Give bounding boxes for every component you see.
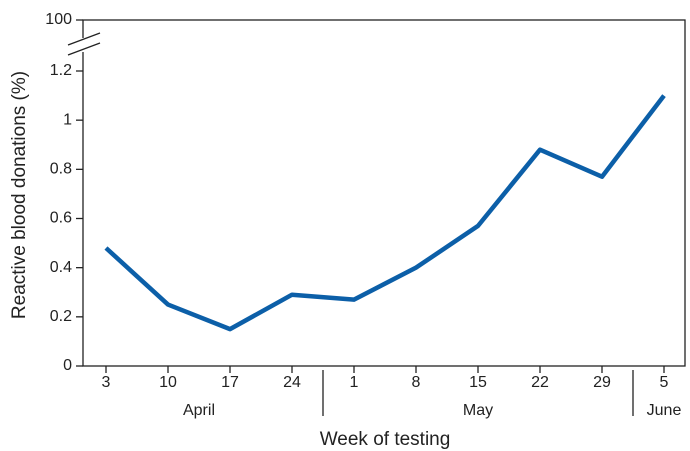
- data-line: [104, 94, 666, 332]
- group-label: April: [183, 402, 215, 419]
- y-axis-label: Reactive blood donations (%): [9, 71, 30, 319]
- y-tick-label: 0.8: [50, 161, 72, 178]
- y-tick-label: 1.2: [50, 62, 72, 79]
- x-tick-label: 24: [283, 374, 301, 391]
- axis-break-gap: [80, 38, 86, 52]
- y-tick-label: 1: [63, 111, 72, 128]
- x-tick-label: 8: [412, 374, 421, 391]
- plot-frame: [82, 19, 686, 367]
- group-label: May: [463, 402, 493, 419]
- x-tick-label: 3: [102, 374, 111, 391]
- x-tick-label: 29: [593, 374, 611, 391]
- y-tick-label: 0: [63, 357, 72, 374]
- group-label: June: [647, 402, 682, 419]
- x-axis-label: Week of testing: [320, 429, 451, 450]
- y-tick-label: 0.4: [50, 259, 72, 276]
- y-tick-label: 0.6: [50, 210, 72, 227]
- x-tick-label: 10: [159, 374, 177, 391]
- axis-break: [67, 32, 101, 46]
- x-tick-label: 17: [221, 374, 239, 391]
- x-tick-label: 22: [531, 374, 549, 391]
- y-tick-label: 0.2: [50, 308, 72, 325]
- axis-break: [67, 42, 101, 56]
- x-tick-label: 1: [350, 374, 359, 391]
- y-tick-label: 100: [45, 11, 72, 28]
- x-tick-label: 15: [469, 374, 487, 391]
- x-tick-label: 5: [660, 374, 669, 391]
